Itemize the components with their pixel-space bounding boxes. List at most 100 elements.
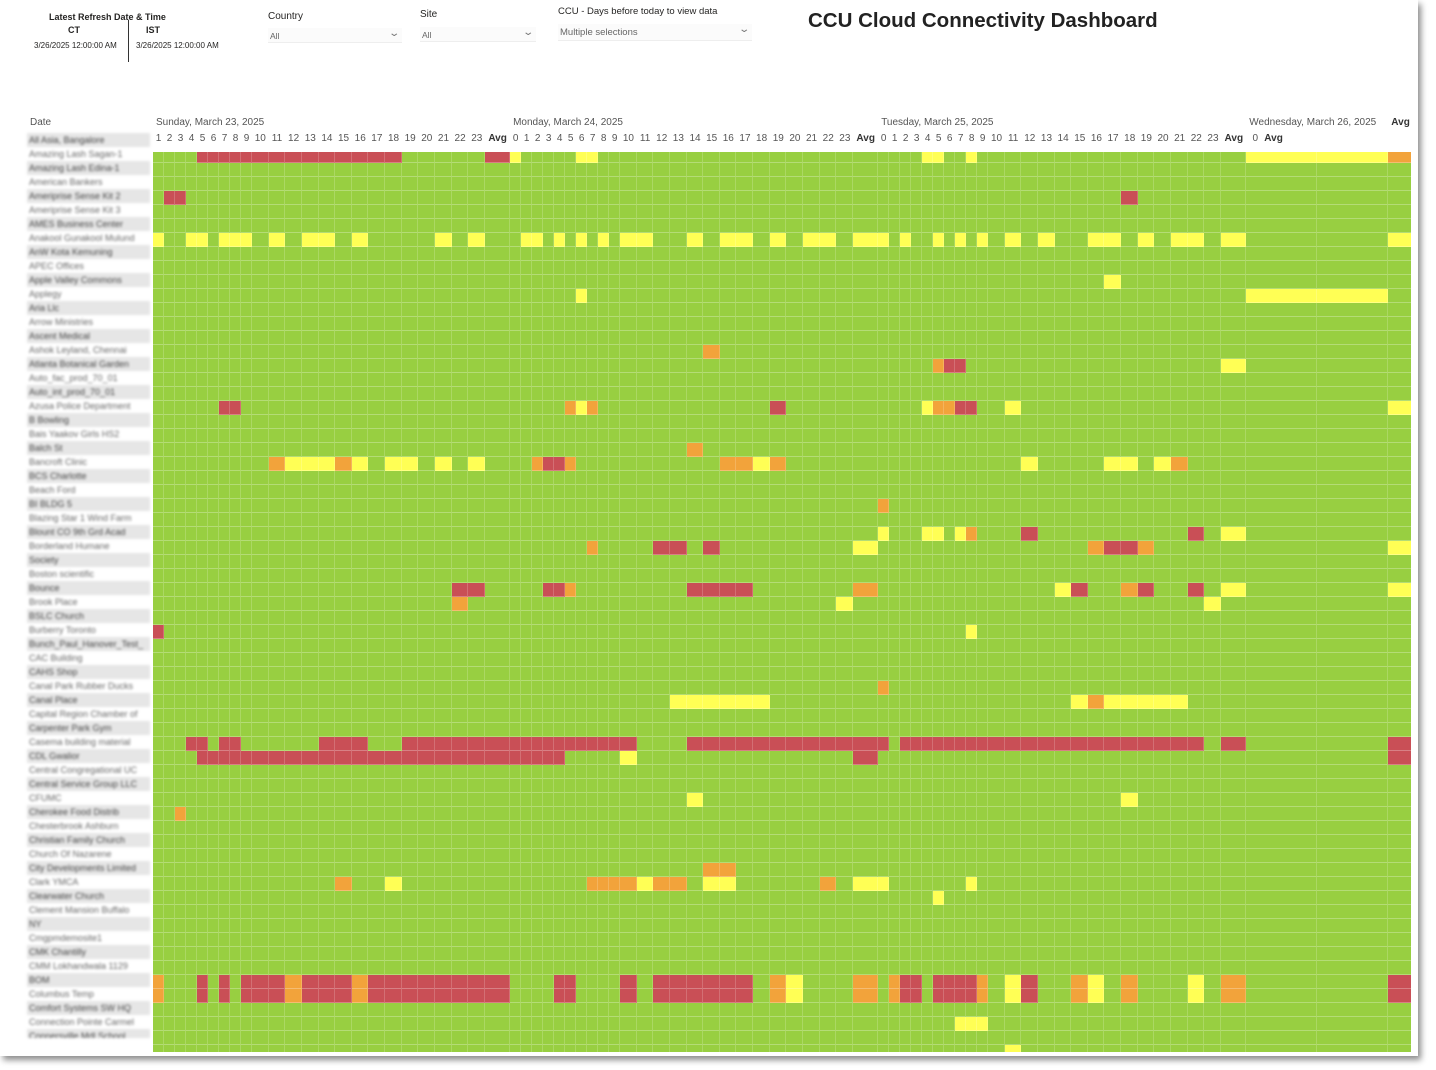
heatmap-cell [803, 863, 820, 877]
heatmap-cell [965, 289, 977, 303]
heatmap-cell [575, 247, 587, 261]
heatmap-cell [803, 583, 820, 597]
heatmap-cell [852, 177, 878, 191]
heatmap-cell [1187, 933, 1205, 947]
heatmap-cell [636, 1003, 654, 1017]
heatmap-cell [803, 835, 820, 849]
heatmap-cell [285, 303, 302, 317]
ccu-days-dropdown[interactable]: Multiple selections ⌄ [558, 24, 752, 41]
heatmap-cell [435, 513, 452, 527]
heatmap-cell [1071, 247, 1088, 261]
heatmap-cell [586, 863, 598, 877]
heatmap-cell [153, 877, 164, 891]
heatmap-cell [1316, 975, 1388, 989]
heatmap-cell [1154, 541, 1171, 555]
heatmap-cell [888, 737, 900, 751]
heatmap-cell [175, 849, 186, 863]
heatmap-cell [520, 597, 532, 611]
heatmap-cell [509, 793, 521, 807]
heatmap-cell [531, 989, 543, 1003]
site-dropdown[interactable]: All ⌄ [420, 27, 536, 42]
heatmap-cell [653, 247, 670, 261]
heatmap-cell [542, 233, 554, 247]
heatmap-cell [1187, 485, 1205, 499]
heatmap-cell [230, 919, 241, 933]
heatmap-cell [164, 527, 175, 541]
heatmap-cell [1071, 163, 1088, 177]
heatmap-cell [219, 849, 230, 863]
heatmap-cell [653, 597, 670, 611]
heatmap-cell [575, 485, 587, 499]
heatmap-cell [553, 317, 565, 331]
heatmap-cell [468, 877, 485, 891]
heatmap-cell [1054, 611, 1072, 625]
heatmap-cell [769, 975, 787, 989]
heatmap-cell [468, 331, 485, 345]
heatmap-cell [1204, 737, 1221, 751]
heatmap-cell [153, 513, 164, 527]
heatmap-cell [564, 527, 576, 541]
ccu-days-filter-label: CCU - Days before today to view data [558, 6, 718, 17]
heatmap-cell [219, 681, 230, 695]
heatmap-cell [252, 1003, 269, 1017]
heatmap-cell [1054, 1003, 1072, 1017]
day-avg-column-header: Avg [856, 133, 875, 144]
heatmap-cell [351, 205, 369, 219]
heatmap-cell [1054, 457, 1072, 471]
heatmap-cell [153, 499, 164, 513]
heatmap-cell [1387, 317, 1411, 331]
heatmap-cell [401, 597, 419, 611]
heatmap-cell [597, 891, 609, 905]
heatmap-cell [877, 555, 889, 569]
heatmap-cell [1087, 555, 1105, 569]
heatmap-cell [703, 807, 720, 821]
heatmap-cell [318, 415, 336, 429]
heatmap-cell [186, 289, 197, 303]
heatmap-cell [943, 177, 955, 191]
heatmap-cell [736, 303, 754, 317]
heatmap-cell [301, 345, 319, 359]
heatmap-cell [164, 597, 175, 611]
heatmap-cell [636, 247, 654, 261]
heatmap-cell [669, 513, 687, 527]
heatmap-cell [921, 653, 933, 667]
heatmap-cell [1245, 205, 1317, 219]
heatmap-cell [852, 152, 878, 163]
heatmap-cell [954, 275, 966, 289]
heatmap-cell [1316, 709, 1388, 723]
heatmap-cell [1054, 541, 1072, 555]
heatmap-cell [542, 709, 554, 723]
heatmap-cell [608, 821, 620, 835]
heatmap-cell [819, 219, 837, 233]
heatmap-cell [553, 877, 565, 891]
heatmap-cell [175, 415, 186, 429]
heatmap-cell [608, 905, 620, 919]
heatmap-cell [932, 401, 944, 415]
country-dropdown[interactable]: All ⌄ [268, 28, 402, 43]
heatmap-cell [786, 485, 804, 499]
heatmap-cell [1245, 835, 1317, 849]
heatmap-cell [351, 807, 369, 821]
heatmap-cell [241, 317, 252, 331]
heatmap-cell [1187, 247, 1205, 261]
heatmap-cell [1316, 947, 1388, 961]
heatmap-cell [586, 765, 598, 779]
hour-column-header: 3 [545, 133, 552, 144]
heatmap-cell [736, 499, 754, 513]
heatmap-cell [208, 653, 219, 667]
heatmap-cell [252, 695, 269, 709]
heatmap-cell [268, 975, 286, 989]
heatmap-cell [597, 821, 609, 835]
heatmap-cell [608, 1003, 620, 1017]
heatmap-cell [769, 779, 787, 793]
heatmap-cell [1087, 751, 1105, 765]
heatmap-cell [1054, 331, 1072, 345]
heatmap-cell [1137, 569, 1155, 583]
heatmap-cell [484, 709, 510, 723]
heatmap-cell [401, 331, 419, 345]
heatmap-cell [1387, 401, 1411, 415]
heatmap-cell [451, 597, 469, 611]
heatmap-cell [769, 191, 787, 205]
heatmap-cell [1104, 807, 1122, 821]
heatmap-cell [736, 205, 754, 219]
